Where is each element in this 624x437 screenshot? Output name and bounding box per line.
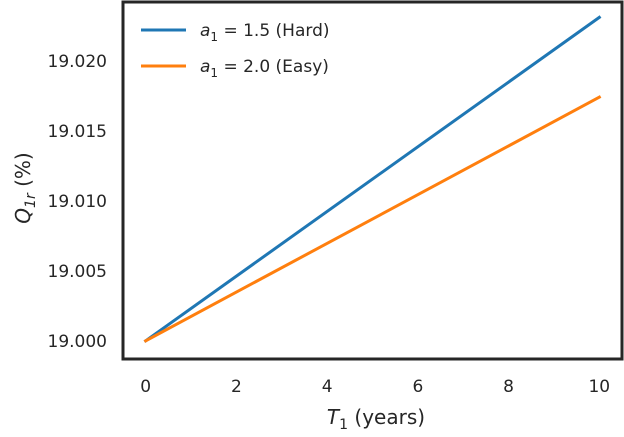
y-tick-label: 19.000 — [48, 332, 107, 352]
series-line-1 — [143, 15, 602, 343]
y-tick-label: 19.020 — [48, 52, 107, 72]
x-tick-label: 0 — [140, 377, 151, 397]
x-axis-ticks: 0 2 4 6 8 10 — [140, 377, 610, 397]
x-tick-label: 2 — [231, 377, 242, 397]
x-tick-label: 8 — [503, 377, 514, 397]
y-tick-label: 19.005 — [48, 262, 107, 282]
y-axis-label: Q1r (%) — [11, 152, 39, 223]
y-tick-label: 19.010 — [48, 192, 107, 212]
y-tick-label: 19.015 — [48, 122, 107, 142]
series-line-2 — [143, 95, 602, 343]
x-tick-label: 10 — [588, 377, 610, 397]
series-lines — [143, 15, 602, 343]
legend-label-series-1: a1 = 1.5 (Hard) — [200, 21, 330, 44]
y-axis-ticks: 19.000 19.005 19.010 19.015 19.020 — [48, 52, 107, 352]
x-tick-label: 6 — [412, 377, 423, 397]
legend-label-series-2: a1 = 2.0 (Easy) — [200, 57, 329, 80]
x-axis-label: T1 (years) — [327, 405, 425, 433]
legend: a1 = 1.5 (Hard) a1 = 2.0 (Easy) — [141, 21, 330, 80]
x-tick-label: 4 — [322, 377, 333, 397]
